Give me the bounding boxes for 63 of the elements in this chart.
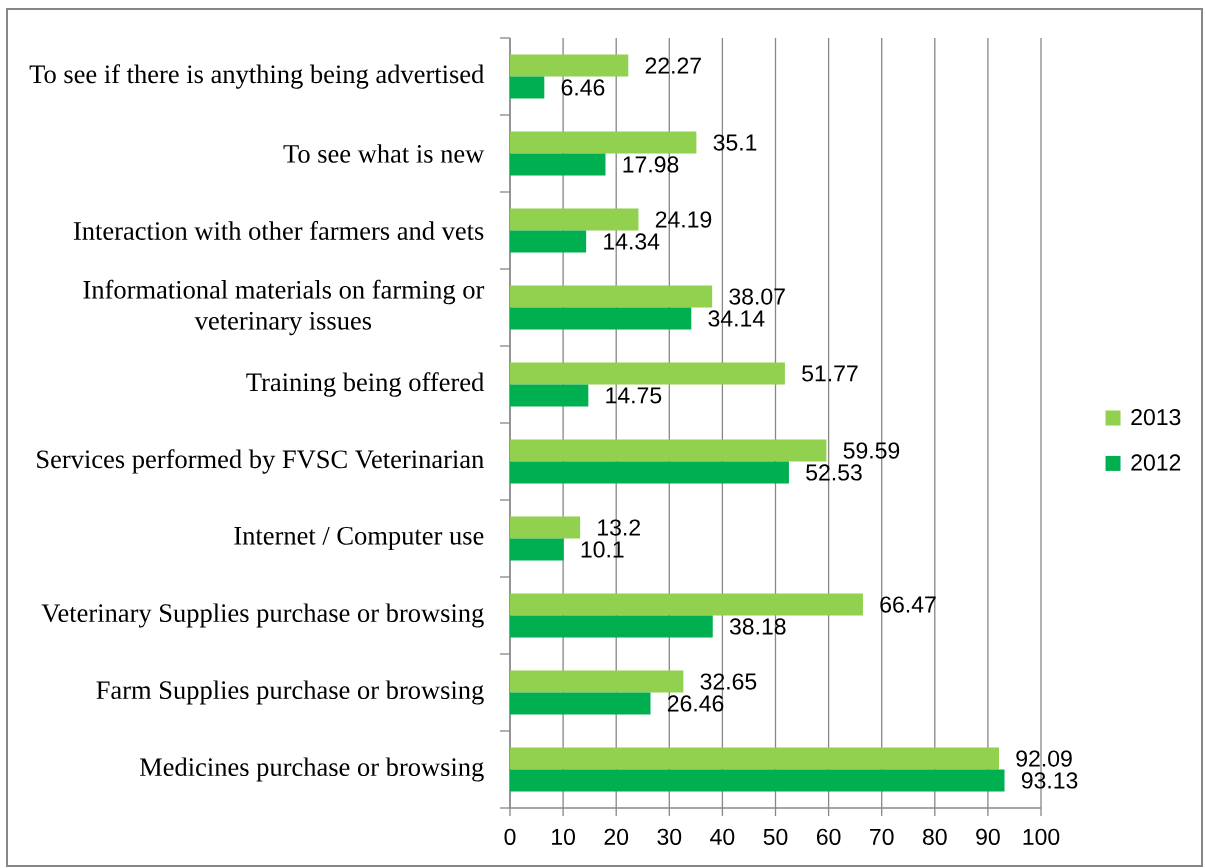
x-tick-label: 50: [763, 828, 788, 845]
data-label: 22.27: [645, 57, 701, 74]
bar: [510, 461, 789, 484]
data-label: 13.2: [598, 519, 640, 536]
y-tick-label: Training being offered: [246, 372, 484, 397]
bar: [510, 593, 863, 616]
bar: [510, 230, 587, 253]
bar: [510, 153, 606, 176]
data-label: 26.46: [667, 695, 724, 712]
data-label: 38.18: [729, 618, 786, 635]
bar: [510, 76, 545, 99]
bar: [510, 131, 697, 154]
data-label: 24.19: [655, 211, 712, 228]
data-label: 93.13: [1021, 772, 1078, 789]
legend-label: 2012: [1131, 454, 1181, 471]
data-label: 17.98: [623, 156, 679, 173]
data-label: 10.1: [581, 541, 624, 558]
data-label: 34.14: [708, 310, 765, 327]
y-tick-label: Veterinary Supplies purchase or browsing: [41, 603, 484, 628]
bar: [510, 384, 589, 407]
data-label: 6.46: [561, 79, 605, 96]
bar: [510, 747, 999, 770]
x-tick-label: 40: [710, 828, 735, 845]
x-tick-label: 90: [976, 828, 1000, 845]
x-tick-label: 100: [1023, 828, 1060, 845]
bar: [510, 54, 629, 77]
data-label: 92.09: [1016, 750, 1072, 767]
bar: [510, 692, 651, 715]
data-label: 14.75: [606, 387, 662, 404]
bar: [510, 769, 1005, 792]
bar: [510, 362, 785, 385]
legend-label: 2013: [1131, 408, 1181, 426]
bar: [510, 208, 639, 231]
data-label: 66.47: [880, 596, 936, 613]
bar: [510, 615, 713, 638]
x-tick-label: 30: [657, 828, 682, 845]
bar: [510, 670, 684, 693]
data-label: 52.53: [806, 464, 862, 481]
y-tick-label: Interaction with other farmers and vets: [73, 221, 484, 240]
bar: [510, 307, 692, 330]
bar: [510, 285, 713, 308]
data-label: 14.34: [604, 233, 660, 250]
bar: [510, 538, 564, 561]
x-tick-label: 70: [870, 828, 894, 845]
y-tick-label: Medicines purchase or browsing: [139, 757, 484, 782]
y-tick-label: Farm Supplies purchase or browsing: [96, 680, 484, 705]
x-tick-label: 10: [552, 828, 575, 845]
x-tick-label: 60: [816, 828, 841, 845]
data-label: 51.77: [802, 365, 858, 382]
data-label: 35.1: [713, 134, 757, 151]
data-label: 38.07: [729, 288, 785, 305]
y-tick-label: To see what is new: [283, 144, 485, 163]
data-label: 59.59: [843, 442, 900, 459]
bar: [510, 516, 581, 539]
y-tick-label: Internet / Computer use: [234, 526, 484, 551]
y-tick-label: Services performed by FVSC Veterinarian: [37, 449, 484, 474]
y-tick-label: To see if there is anything being advertised: [29, 64, 485, 89]
x-tick-label: 20: [604, 828, 629, 845]
x-tick-label: 0: [504, 828, 516, 845]
bar: [510, 439, 827, 462]
x-tick-label: 80: [923, 828, 947, 845]
y-tick-label: Informational materials on farming or veterinary issues: [83, 279, 485, 336]
data-label: 32.65: [700, 673, 757, 690]
